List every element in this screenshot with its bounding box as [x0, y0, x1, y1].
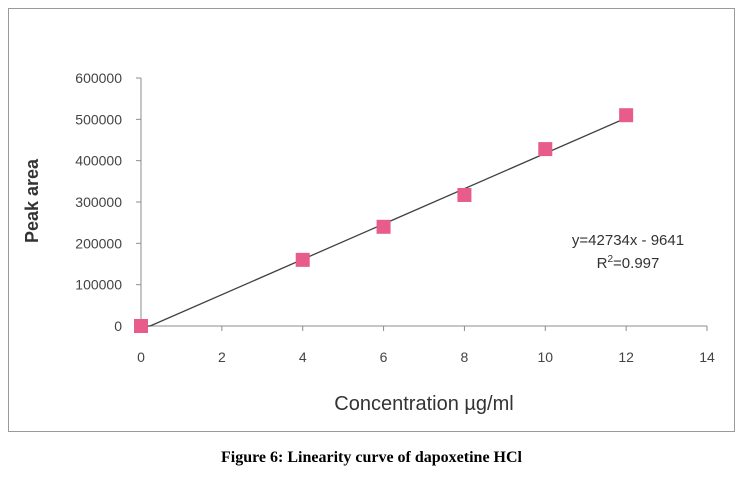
y-tick-label: 100000	[75, 277, 122, 293]
x-tick-label: 6	[380, 349, 388, 365]
data-point	[376, 219, 391, 234]
chart-frame	[8, 8, 735, 432]
data-point	[134, 319, 148, 333]
data-point	[457, 187, 472, 202]
y-tick-label: 400000	[75, 153, 122, 169]
points-layer	[134, 108, 634, 333]
figure-caption: Figure 6: Linearity curve of dapoxetine …	[221, 449, 522, 466]
y-tick-label: 200000	[75, 235, 122, 251]
y-tick-label: 500000	[75, 111, 122, 127]
labels-layer: y=42734x - 9641 R2=0.997 Concentration µ…	[22, 158, 684, 415]
x-tick-label: 10	[537, 349, 553, 365]
x-axis-label: Concentration µg/ml	[334, 393, 513, 415]
x-tick-label: 8	[461, 349, 469, 365]
data-point	[538, 142, 553, 157]
data-point	[295, 252, 310, 267]
y-tick-label: 600000	[75, 70, 122, 86]
x-tick-label: 0	[137, 349, 145, 365]
x-tick-label: 4	[299, 349, 307, 365]
y-axis-label: Peak area	[22, 158, 42, 243]
y-tick-label: 0	[114, 318, 122, 334]
x-tick-label: 12	[618, 349, 634, 365]
x-tick-label: 2	[218, 349, 226, 365]
r-squared-annotation: R2=0.997	[597, 254, 660, 272]
data-point	[619, 108, 634, 123]
axes: 0 100000 200000 300000 400000 500000 600000 0 2 4…	[75, 70, 715, 365]
y-tick-label: 300000	[75, 194, 122, 210]
x-tick-label: 14	[699, 349, 715, 365]
equation-annotation: y=42734x - 9641	[572, 232, 684, 249]
